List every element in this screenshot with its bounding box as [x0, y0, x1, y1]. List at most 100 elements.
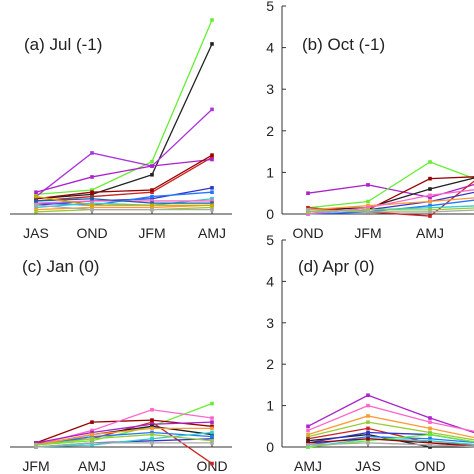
data-point: [306, 434, 310, 439]
series-line: [35, 421, 213, 444]
data-point: [428, 208, 432, 212]
data-point: [306, 441, 310, 445]
data-point: [90, 441, 94, 445]
panel-title: (b) Oct (-1): [302, 35, 385, 54]
x-tick-label: AMJ: [294, 458, 322, 474]
data-point: [150, 172, 154, 177]
y-tick-label: 1: [266, 164, 274, 180]
x-tick-label: JFM: [354, 225, 381, 241]
data-point: [366, 434, 370, 439]
data-point: [34, 194, 38, 199]
data-point: [150, 424, 154, 429]
data-point: [428, 436, 432, 441]
data-point: [34, 210, 38, 214]
data-point: [210, 424, 214, 429]
data-point: [366, 199, 370, 204]
data-point: [150, 188, 154, 192]
series-line: [35, 442, 212, 448]
data-point: [210, 430, 214, 435]
data-point: [210, 196, 214, 201]
y-tick-label: 0: [266, 206, 274, 222]
series-line: [35, 108, 213, 198]
data-point: [428, 445, 432, 449]
chart-panel-3: JFM AMJ JAS OND (c) Jan (0): [10, 257, 232, 474]
data-point: [90, 203, 94, 208]
data-point: [34, 201, 38, 205]
series-line: [35, 195, 212, 206]
data-point: [428, 195, 432, 200]
data-point: [34, 207, 38, 212]
data-point: [306, 424, 310, 429]
data-point: [366, 393, 370, 398]
data-point: [150, 407, 154, 412]
data-point: [34, 203, 38, 208]
data-point: [150, 418, 154, 422]
data-point: [90, 205, 94, 210]
data-point: [34, 190, 38, 194]
data-point: [150, 426, 154, 431]
data-point: [210, 461, 214, 466]
data-point: [210, 426, 214, 431]
data-point: [210, 155, 214, 160]
data-point: [90, 432, 94, 437]
panel-title: (c) Jan (0): [22, 257, 99, 276]
data-point: [90, 190, 94, 194]
data-point: [306, 208, 310, 212]
series-line: [35, 204, 213, 211]
data-point: [306, 212, 310, 216]
series-line: [307, 442, 474, 448]
data-point: [210, 401, 214, 406]
series-line: [307, 415, 474, 439]
data-point: [150, 199, 154, 203]
data-point: [90, 430, 94, 435]
data-point: [210, 42, 214, 46]
data-point: [428, 160, 432, 164]
series-line: [35, 187, 213, 206]
data-point: [210, 190, 214, 194]
data-point: [90, 188, 94, 192]
data-point: [210, 416, 214, 420]
series-line: [35, 427, 212, 446]
data-point: [428, 430, 432, 435]
chart-panel-4: 0 1 2 3 4 5 AMJ JAS OND (d) Apr (0): [266, 232, 474, 474]
data-point: [306, 191, 310, 195]
x-tick-label: JAS: [139, 458, 165, 474]
x-tick-label: JFM: [138, 225, 165, 241]
data-point: [428, 203, 432, 208]
y-tick-label: 2: [266, 356, 274, 372]
data-point: [428, 193, 432, 198]
data-point: [34, 199, 38, 203]
data-point: [150, 205, 154, 210]
series-line: [35, 198, 213, 209]
data-point: [366, 432, 370, 437]
series-line: [35, 431, 213, 448]
data-point: [210, 438, 214, 443]
y-tick-label: 3: [266, 315, 274, 331]
series-line: [307, 421, 474, 441]
data-point: [210, 432, 214, 437]
data-point: [306, 445, 310, 449]
y-tick-label: 5: [266, 232, 274, 248]
series-line: [307, 209, 474, 213]
data-point: [150, 196, 154, 201]
data-point: [150, 207, 154, 212]
data-point: [150, 201, 154, 205]
data-point: [34, 192, 38, 197]
data-point: [90, 436, 94, 441]
data-point: [210, 205, 214, 210]
chart-panel-1: JAS OND JFM AMJ (a) Jul (-1): [10, 18, 232, 241]
series-line: [307, 161, 474, 209]
data-point: [90, 175, 94, 179]
series-line: [307, 197, 474, 211]
data-point: [90, 420, 94, 424]
data-point: [366, 183, 370, 187]
data-point: [210, 201, 214, 205]
data-point: [210, 157, 214, 162]
data-point: [90, 192, 94, 197]
data-point: [210, 107, 214, 112]
y-tick-label: 4: [266, 40, 274, 56]
data-point: [306, 428, 310, 433]
x-tick-label: JAS: [23, 225, 49, 241]
series-line: [307, 183, 474, 199]
data-point: [210, 434, 214, 439]
